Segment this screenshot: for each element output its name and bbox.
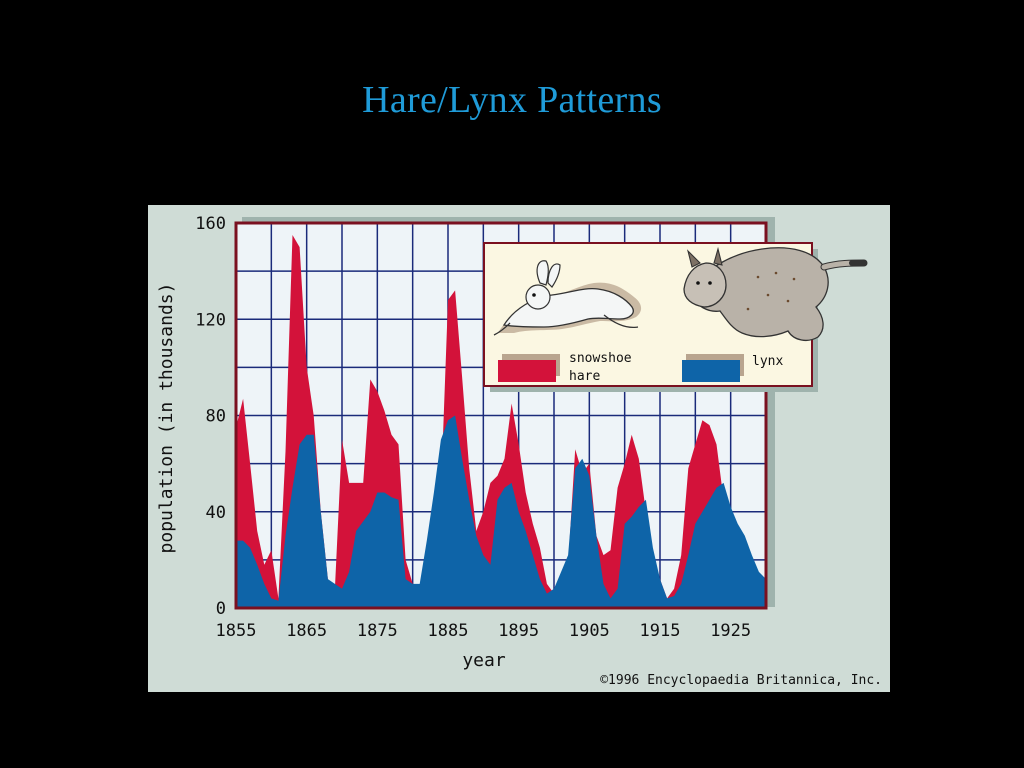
legend-lynx-label: lynx <box>752 354 783 369</box>
series-area-lynx <box>236 415 766 608</box>
y-tick-label: 160 <box>195 214 226 234</box>
x-tick-label: 1855 <box>216 621 257 641</box>
copyright-credit: ©1996 Encyclopaedia Britannica, Inc. <box>600 673 882 688</box>
x-axis-title: year <box>462 650 506 671</box>
legend: snowshoe hare lynx <box>483 242 868 392</box>
legend-hare-label-line1: snowshoe <box>569 351 632 366</box>
x-tick-label: 1885 <box>428 621 469 641</box>
x-tick-label: 1915 <box>640 621 681 641</box>
y-tick-label: 80 <box>206 407 226 427</box>
legend-hare-swatch <box>498 360 556 382</box>
chart-figure: 0 40 80 120 160 1855 1865 1875 1885 1895 1905 1915… <box>148 205 890 692</box>
slide-title: Hare/Lynx Patterns <box>362 79 662 121</box>
y-axis-title: population (in thousands) <box>156 283 177 554</box>
x-tick-label: 1925 <box>710 621 751 641</box>
x-tick-label: 1875 <box>357 621 398 641</box>
x-tick-label: 1895 <box>498 621 539 641</box>
y-tick-label: 0 <box>216 599 226 619</box>
lynx-illustration <box>683 246 868 342</box>
y-tick-label: 120 <box>195 310 226 330</box>
legend-lynx-swatch <box>682 360 740 382</box>
plot-frame <box>234 221 768 610</box>
x-tick-label: 1865 <box>286 621 327 641</box>
y-axis-ticks: 0 40 80 120 160 <box>195 214 226 619</box>
hare-illustration <box>493 260 642 336</box>
hare-lynx-chart: 0 40 80 120 160 1855 1865 1875 1885 1895 1905 1915… <box>148 205 890 692</box>
y-tick-label: 40 <box>206 503 226 523</box>
x-axis-ticks: 1855 1865 1875 1885 1895 1905 1915 1925 <box>216 621 752 641</box>
legend-hare-label-line2: hare <box>569 369 600 384</box>
x-tick-label: 1905 <box>569 621 610 641</box>
